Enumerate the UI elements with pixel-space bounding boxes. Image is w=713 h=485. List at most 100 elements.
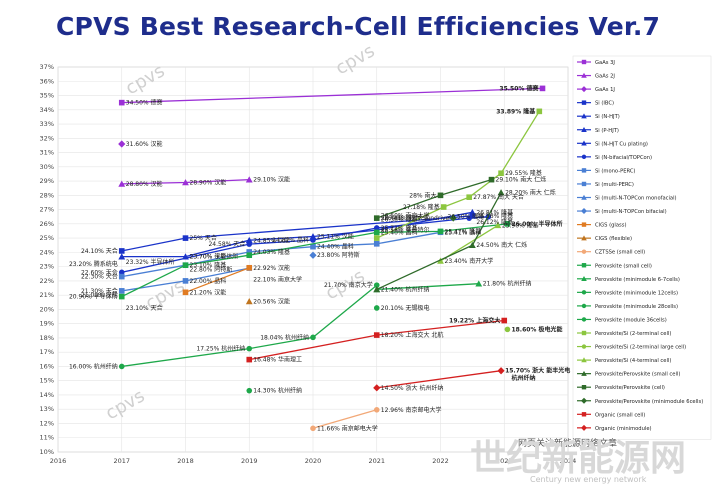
series-line: [376, 370, 502, 389]
y-tick-label: 14%: [40, 391, 54, 399]
legend-label: GaAs 3J: [595, 60, 615, 66]
legend-entry: Organic (small cell): [577, 412, 645, 418]
legend-marker: [581, 100, 587, 105]
footer-brand-cn: 世纪新能源网: [470, 438, 686, 479]
data-label: 18.20% 上海交大 北航: [381, 331, 444, 339]
legend-label: Organic (minimodule): [595, 426, 652, 432]
legend-marker: [581, 140, 587, 146]
legend-entry: Perovskite/Si (2-terminal cell): [577, 330, 671, 337]
y-tick-label: 21%: [40, 291, 54, 299]
legend-entry: Si (IBC): [577, 100, 614, 107]
data-point: [118, 140, 126, 148]
legend-label: CIGS (glass): [595, 223, 626, 229]
legend-entry: Si (multi-PERC): [577, 181, 634, 188]
x-tick-label: 2017: [113, 457, 130, 465]
series-line: [121, 216, 489, 273]
y-tick-label: 23%: [40, 263, 54, 271]
data-label: 26.60% 南京大学: [381, 211, 430, 219]
legend-marker: [581, 370, 587, 376]
data-point: [373, 215, 380, 221]
y-tick-label: 35%: [40, 92, 54, 100]
y-tick-label: 28%: [40, 191, 54, 199]
legend-entry: CIGS (flexible): [577, 235, 632, 242]
series-line: [376, 283, 479, 291]
data-point: [475, 280, 483, 287]
x-tick-label: 2020: [305, 457, 322, 465]
data-point: [118, 269, 125, 276]
data-point: [246, 252, 253, 259]
data-label: 15.70% 浙大 能丰光电: [505, 367, 570, 375]
data-labels: 35.50% 德赛 34.50% 德赛 31.60% 汉能 28.80% 汉能 28.9…: [69, 84, 570, 432]
data-label: 16.48% 华南理工: [253, 356, 302, 364]
series-lines: [118, 85, 546, 432]
data-label: 14.50% 浙大 杭州纤纳: [381, 384, 444, 392]
data-point: [373, 305, 380, 311]
legend-marker: [581, 397, 587, 404]
legend-label: Si (mono-PERC): [595, 168, 635, 174]
legend-label: Perovskite/Perovskite (minimodule 6cells…: [595, 399, 703, 405]
data-label: 杭州纤纳: [511, 374, 535, 382]
series-line: [121, 87, 543, 104]
data-label: 31.60% 汉能: [126, 140, 163, 148]
data-point: [118, 99, 125, 106]
data-point: [468, 208, 476, 216]
legend-entry: Perovskite (minimodule 12cells): [577, 290, 678, 296]
data-point: [310, 334, 316, 341]
data-label: 21.70% 南京大学: [324, 281, 373, 289]
legend-entry: Si (mono-PERC): [577, 168, 635, 174]
series-line: [312, 409, 377, 429]
data-point: [504, 326, 511, 333]
data-point: [497, 189, 505, 196]
y-tick-label: 11%: [40, 434, 54, 442]
data-point: [118, 363, 125, 370]
legend-entry: Organic (minimodule): [577, 424, 652, 432]
legend-marker: [581, 290, 587, 295]
legend-marker: [581, 249, 587, 254]
data-point: [118, 288, 125, 294]
legend-entry: Perovskite/Perovskite (cell): [577, 385, 665, 391]
data-point: [118, 253, 126, 260]
axes: 10% 11% 12% 13% 14% 15% 16% 17% 18% 19% 20% 21% 22% 2…: [40, 63, 577, 465]
legend-marker: [581, 59, 587, 65]
data-label: 12.96% 南京邮电大学: [381, 406, 442, 414]
data-label: 27.18% 隆基: [403, 203, 440, 211]
legend-label: Si (multi-N-TOPCon monofacial): [595, 196, 677, 202]
legend-entry: Si (N-HJT Cu plating): [577, 140, 648, 147]
data-label: 26.30% 隆基: [381, 216, 418, 224]
legend-marker: [581, 126, 587, 132]
data-label: 28.20% 南大 仁烁: [505, 188, 556, 196]
data-label: 24.10% 天合: [81, 247, 118, 255]
data-point: [437, 228, 444, 235]
data-label: 25.71% 隆基: [381, 224, 418, 232]
legend-marker: [581, 222, 587, 227]
data-label: 21.40% 杭州纤纳: [381, 285, 430, 293]
y-tick-label: 36%: [40, 77, 54, 85]
data-label: 23.70% 汉能: [190, 253, 227, 261]
y-tick-label: 16%: [40, 362, 54, 370]
legend-entry: Perovskite/Si (2-terminal large cell): [577, 344, 686, 351]
legend-label: Perovskite (minimodule 6-7cells): [595, 277, 680, 283]
data-point: [245, 176, 253, 183]
data-label: 25.56% 辛普特尔: [381, 226, 430, 234]
series-si-ibc-: [118, 213, 476, 254]
data-label: 34.50% 德赛: [126, 99, 163, 107]
data-label: 29.55% 隆基: [505, 169, 542, 177]
x-tick-label: 2019: [241, 457, 258, 465]
data-label: 23.80% 阿特斯: [317, 251, 360, 259]
legend-entry: GaAs 2J: [577, 72, 615, 80]
data-point: [466, 215, 472, 221]
data-label: 18.60% 极电光能: [511, 325, 562, 333]
data-label: 17.25% 杭州纤纳: [196, 345, 245, 353]
legend-entry: Perovskite (minimodule 6-7cells): [577, 276, 680, 283]
data-label: 26.50% 隆基: [448, 213, 485, 221]
data-point: [373, 235, 380, 241]
legend-label: Perovskite/Perovskite (small cell): [595, 372, 680, 378]
series-perovskite-si-2-terminal-cell-: [373, 108, 543, 241]
legend-marker: [581, 412, 587, 417]
legend-box: [572, 55, 712, 440]
data-label: 28% 南大: [409, 191, 436, 199]
data-point: [536, 108, 543, 115]
y-tick-label: 10%: [40, 448, 54, 456]
data-label: 25.11% 汉能: [317, 233, 354, 241]
